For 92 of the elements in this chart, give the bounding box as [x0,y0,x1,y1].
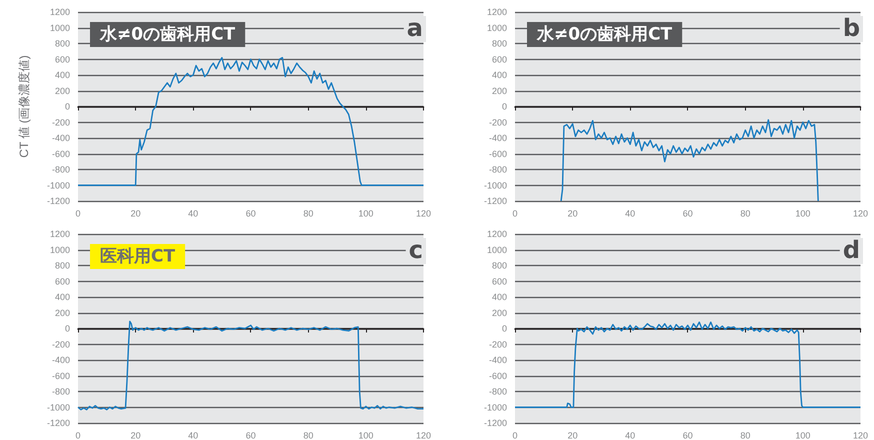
y-tick-label: -800 [52,164,70,174]
y-tick-label: 0 [64,102,70,112]
x-tick-label: 120 [416,430,432,440]
y-tick-label: 1000 [50,22,70,33]
line-series [560,119,819,202]
y-tick-label: -400 [488,355,507,365]
x-tick-label: 0 [512,208,518,218]
y-tick-label: 0 [64,324,70,334]
y-tick-label: -400 [488,133,507,143]
y-tick-label: -400 [52,133,70,143]
x-tick-label: 60 [246,208,256,218]
y-tick-label: 200 [492,308,507,318]
y-tick-label: -600 [488,370,507,381]
y-tick-label: 800 [492,260,507,270]
x-tick-label: 40 [625,430,636,440]
y-tick-label: -800 [488,386,507,396]
x-tick-label: 100 [358,208,374,218]
x-tick-label: 20 [130,208,141,218]
y-tick-label: 1200 [50,7,70,17]
y-tick-label: 1200 [486,7,507,17]
y-tick-label: 400 [492,292,507,302]
y-tick-label: -1000 [484,402,507,412]
y-tick-label: 0 [502,324,507,334]
x-tick-label: 40 [188,430,198,440]
y-tick-label: 0 [502,102,507,112]
y-tick-label: 400 [54,70,70,80]
y-tick-label: -200 [488,117,507,128]
y-tick-label: 400 [492,70,507,80]
y-tick-label: -1200 [484,418,507,428]
y-tick-label: -200 [52,117,70,128]
line-series [77,56,424,186]
y-tick-label: 200 [54,308,70,318]
line-series [77,320,424,410]
y-tick-label: -600 [52,370,70,381]
x-tick-label: 0 [75,430,81,440]
annotation: b [842,14,860,42]
y-tick-label: -800 [52,386,70,396]
y-tick-label: 800 [54,260,70,270]
y-tick-label: 600 [492,54,507,64]
y-tick-label: -1000 [46,180,70,190]
x-tick-label: 20 [568,430,578,440]
y-tick-label: 800 [54,38,70,48]
y-tick-label: -1200 [46,196,70,206]
y-tick-label: -200 [488,339,507,350]
y-tick-label: -1200 [484,196,507,206]
y-tick-label: 800 [492,38,507,48]
x-tick-label: 100 [795,208,810,218]
x-tick-label: 0 [75,208,81,218]
x-tick-label: 120 [416,208,432,218]
y-tick-label: -1000 [46,402,70,412]
x-tick-label: 80 [740,430,750,440]
text: 水≠0の歯科用CT [536,24,673,44]
y-tick-label: -1200 [46,418,70,428]
x-tick-label: 80 [740,208,750,218]
y-tick-label: 1000 [486,22,507,33]
y-tick-label: 200 [492,86,507,96]
x-tick-label: 60 [682,208,693,218]
x-tick-label: 40 [625,208,636,218]
x-tick-label: 60 [246,430,256,440]
annotation: c [408,236,424,264]
x-tick-label: 120 [852,208,868,218]
y-tick-label: 1200 [50,229,70,239]
y-tick-label: -600 [488,148,507,159]
text: 医科用CT [100,246,176,266]
y-tick-label: -1000 [484,180,507,190]
y-tick-label: 200 [54,86,70,96]
y-axis-title: CT 値 (画像濃度値) [17,55,31,158]
x-tick-label: 60 [682,430,693,440]
x-tick-label: 80 [303,208,314,218]
x-tick-label: 0 [512,430,518,440]
line-series [514,322,862,408]
x-tick-label: 20 [568,208,578,218]
annotation: d [842,236,860,264]
x-tick-label: 40 [188,208,198,218]
text: 水≠0の歯科用CT [99,24,236,44]
y-tick-label: 600 [54,54,70,64]
x-tick-label: 120 [852,430,868,440]
y-tick-label: -600 [52,148,70,159]
x-tick-label: 80 [303,430,314,440]
y-tick-label: 600 [54,276,70,286]
y-tick-label: -200 [52,339,70,350]
y-tick-label: 600 [492,276,507,286]
x-tick-label: 100 [358,430,374,440]
annotation: a [406,14,424,42]
x-tick-label: 20 [130,430,141,440]
y-tick-label: 1200 [486,229,507,239]
y-tick-label: -800 [488,164,507,174]
x-tick-label: 100 [795,430,810,440]
y-tick-label: -400 [52,355,70,365]
y-tick-label: 400 [54,292,70,302]
y-tick-label: 1000 [486,244,507,255]
y-tick-label: 1000 [50,244,70,255]
